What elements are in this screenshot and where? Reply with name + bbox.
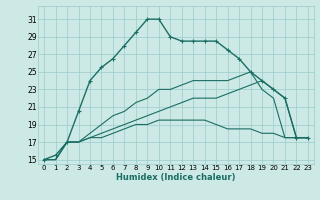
X-axis label: Humidex (Indice chaleur): Humidex (Indice chaleur) <box>116 173 236 182</box>
